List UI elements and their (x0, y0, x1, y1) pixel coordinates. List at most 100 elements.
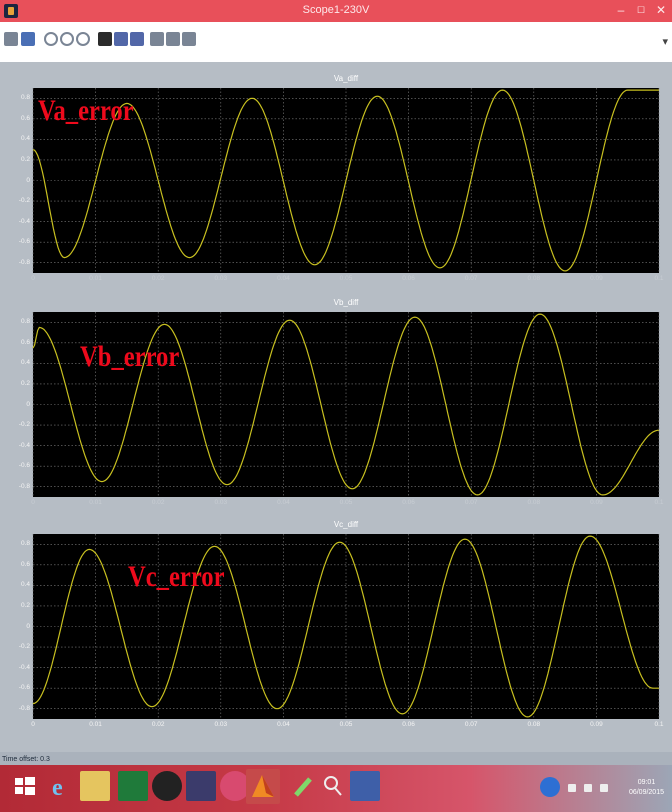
hp-icon[interactable] (220, 771, 250, 801)
y-tick-label: 0 (26, 622, 30, 630)
tray-clock[interactable]: 09:01 06/09/2015 (629, 778, 664, 798)
panel-title: Vc_diff (333, 520, 359, 529)
lock-axes-icon[interactable] (166, 32, 180, 46)
y-tick-label: 0 (26, 400, 30, 408)
time-offset-label: Time offset: 0.3 (2, 756, 50, 763)
print-icon[interactable] (4, 32, 18, 46)
scope-toolbar: ▾ (0, 22, 672, 63)
close-button[interactable]: ✕ (655, 3, 667, 17)
x-tick-label: 0.09 (590, 721, 603, 728)
tray-flag-icon[interactable] (568, 784, 576, 792)
y-tick-label: 0.2 (20, 379, 30, 387)
x-tick-label: 0.1 (654, 721, 664, 728)
y-tick-label: 0.6 (20, 338, 30, 346)
x-tick-label: 0.08 (527, 721, 541, 728)
magnifier-icon[interactable] (318, 771, 348, 801)
y-tick-label: -0.8 (18, 704, 30, 712)
y-tick-label: -0.2 (18, 643, 30, 651)
matlab-icon[interactable] (246, 769, 280, 804)
y-tick-label: 0 (26, 176, 30, 184)
signal-selection-icon[interactable] (182, 32, 196, 46)
clock-time: 09:01 (637, 779, 656, 786)
scope-display: 0.8 0.6 0.4 0.2 0 -0.2 -0.4 -0.6 -0.8 Va_diff Va_e… (0, 62, 672, 752)
y-tick-label: 0.2 (20, 601, 30, 609)
x-tick-label: 0.04 (277, 499, 290, 506)
panel-title: Vb_diff (333, 298, 359, 307)
x-tick-label: 0.02 (151, 499, 165, 506)
y-tick-label: -0.4 (18, 441, 30, 449)
y-tick-label: 0.6 (20, 560, 30, 568)
zoom-y-icon[interactable] (76, 32, 90, 46)
y-tick-label: -0.6 (18, 462, 30, 470)
restore-axes-icon[interactable] (130, 32, 144, 46)
internet-explorer-icon[interactable]: e (44, 771, 74, 801)
float-icon[interactable] (150, 32, 164, 46)
tray-volume-icon[interactable] (600, 784, 608, 792)
x-tick-label: 0.05 (339, 499, 353, 506)
zoom-x-icon[interactable] (60, 32, 74, 46)
panel-title: Va_diff (333, 74, 359, 83)
window-titlebar: Scope1-230V – ☐ ✕ (0, 0, 672, 22)
x-tick-label: 0.01 (89, 721, 102, 728)
x-tick-label: 0.06 (402, 721, 415, 728)
minimize-button[interactable]: – (617, 3, 625, 17)
x-tick-label: 0.05 (339, 275, 353, 282)
y-tick-label: -0.6 (18, 684, 30, 692)
y-tick-label: -0.2 (18, 421, 30, 429)
waveform-line (32, 89, 659, 272)
windows-start-icon[interactable] (10, 771, 40, 801)
x-tick-label: 0.1 (654, 499, 664, 506)
x-tick-label: 0.05 (339, 721, 353, 728)
toolbar-chevron-icon[interactable]: ▾ (662, 36, 668, 48)
tray-network-icon[interactable] (584, 784, 592, 792)
word-icon[interactable] (350, 771, 380, 801)
save-axes-icon[interactable] (114, 32, 128, 46)
help-tray-icon[interactable] (540, 777, 560, 797)
x-tick-label: 0.07 (464, 275, 478, 282)
x-tick-label: 0.06 (402, 275, 415, 282)
params-icon[interactable] (21, 32, 35, 46)
excel-icon[interactable] (118, 771, 148, 801)
waveform-line (32, 535, 659, 718)
y-tick-label: 0.8 (20, 318, 30, 326)
waveform-line (32, 313, 660, 496)
matlab-app-icon (4, 4, 18, 18)
camera-icon[interactable] (152, 771, 182, 801)
x-tick-label: 0.07 (464, 499, 478, 506)
x-tick-label: 0.04 (277, 275, 290, 282)
y-tick-label: -0.4 (18, 663, 30, 671)
file-explorer-icon[interactable] (80, 771, 110, 801)
pen-icon[interactable] (288, 771, 318, 801)
error-annotation: Va_error (38, 94, 134, 127)
x-tick-label: 0.04 (277, 721, 290, 728)
svg-text:e: e (52, 775, 63, 801)
zoom-icon[interactable] (44, 32, 58, 46)
media-icon[interactable] (186, 771, 216, 801)
error-annotation: Vb_error (80, 340, 180, 373)
x-tick-label: 0.08 (527, 275, 541, 282)
y-tick-label: -0.4 (18, 217, 30, 225)
autoscale-icon[interactable] (98, 32, 112, 46)
y-tick-label: 0.4 (20, 135, 30, 143)
y-tick-label: -0.8 (18, 258, 30, 266)
x-tick-label: 0.03 (214, 275, 228, 282)
y-tick-label: 0.2 (20, 155, 30, 163)
x-tick-label: 0.03 (214, 499, 228, 506)
error-annotation: Vc_error (128, 560, 225, 593)
x-tick-label: 0.01 (89, 275, 102, 282)
clock-date: 06/09/2015 (628, 789, 664, 796)
x-tick-label: 0.03 (214, 721, 228, 728)
scope-axes (32, 88, 660, 719)
x-tick-label: 0 (31, 275, 35, 282)
y-tick-label: -0.8 (18, 482, 30, 490)
maximize-button[interactable]: ☐ (636, 5, 646, 15)
y-tick-label: -0.6 (18, 238, 30, 246)
y-tick-label: 0.6 (20, 114, 30, 122)
x-tick-label: 0.07 (464, 721, 478, 728)
x-tick-label: 0 (31, 499, 35, 506)
y-tick-label: -0.2 (18, 197, 30, 205)
x-tick-label: 0 (31, 721, 35, 728)
x-tick-label: 0.08 (527, 499, 541, 506)
y-tick-label: 0.4 (20, 359, 30, 367)
windows-taskbar: e 09:01 06/09/2015 (0, 765, 672, 812)
